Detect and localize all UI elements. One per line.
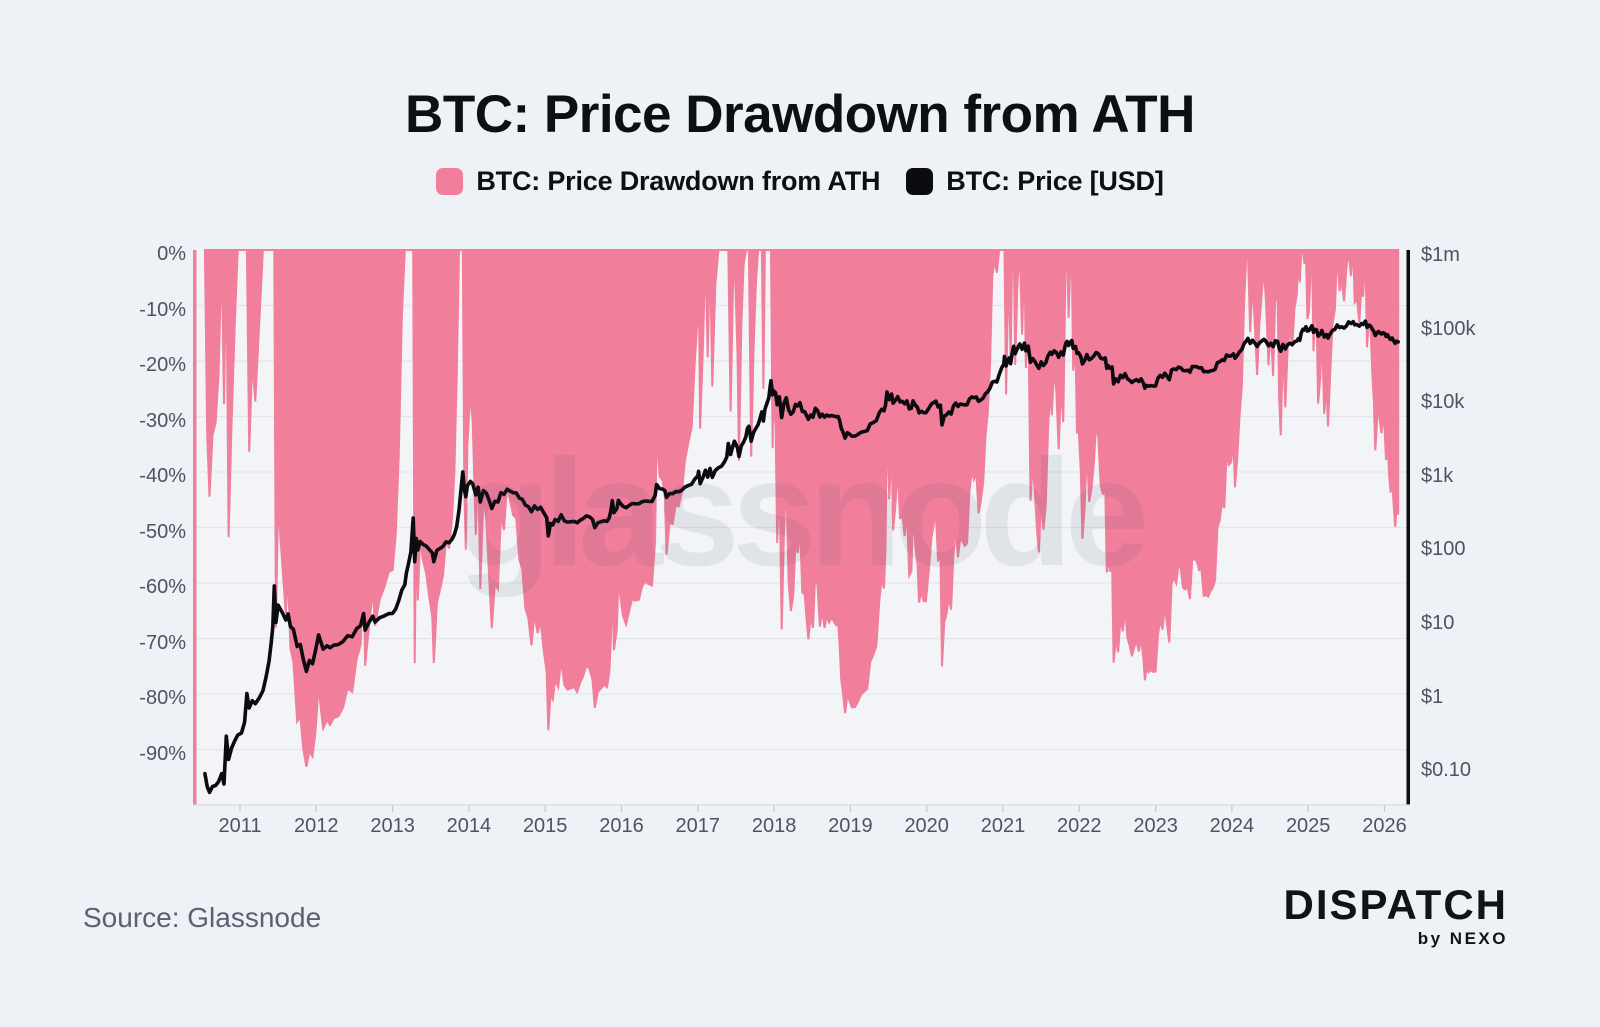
source-caption: Source: Glassnode <box>83 902 322 933</box>
chart-title: BTC: Price Drawdown from ATH <box>405 85 1195 144</box>
dispatch-wordmark: DISPATCH <box>1283 881 1508 928</box>
left-axis-spine <box>193 250 197 805</box>
drawdown-area <box>203 249 1400 767</box>
legend-label-price: BTC: Price [USD] <box>946 166 1164 196</box>
legend-item-price: BTC: Price [USD] <box>906 166 1164 197</box>
price-line <box>203 319 1400 795</box>
legend-swatch-drawdown <box>436 168 464 195</box>
legend-label-drawdown: BTC: Price Drawdown from ATH <box>476 166 881 196</box>
legend: BTC: Price Drawdown from ATH BTC: Price … <box>0 166 1600 197</box>
legend-item-drawdown: BTC: Price Drawdown from ATH <box>436 166 880 197</box>
legend-swatch-price <box>906 168 934 195</box>
chart-plot <box>193 249 1410 812</box>
by-nexo-wordmark: by NEXO <box>1417 929 1508 948</box>
dispatch-logo: DISPATCH by NEXO <box>1284 884 1508 949</box>
right-axis-spine <box>1406 250 1410 805</box>
